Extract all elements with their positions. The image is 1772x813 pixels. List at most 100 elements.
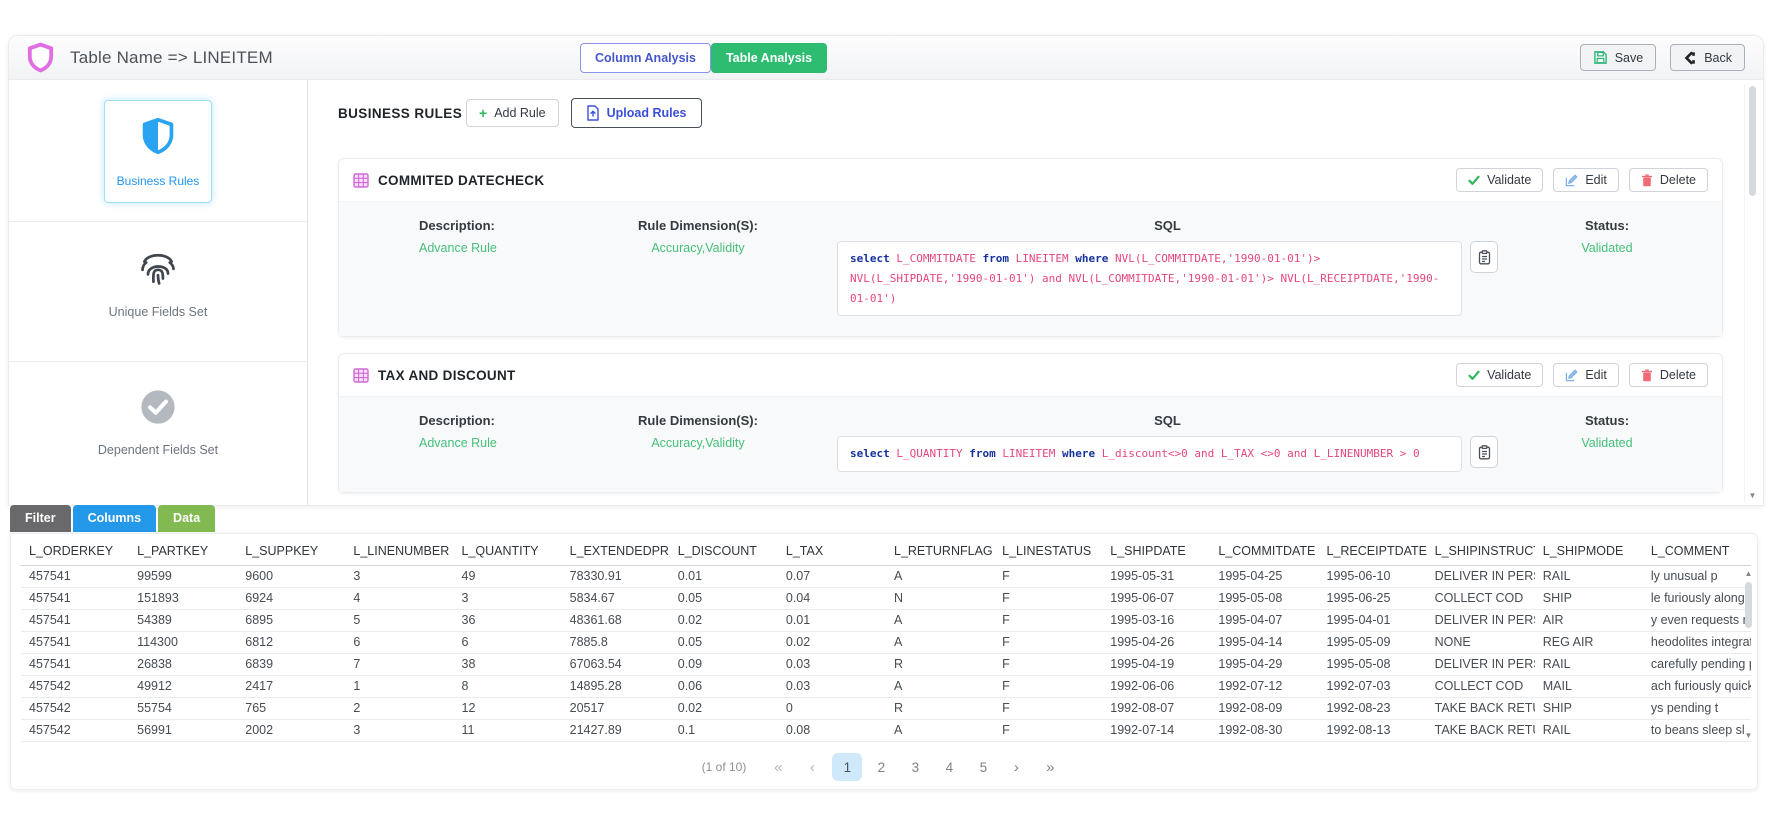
table-cell: 1992-06-06 — [1102, 675, 1211, 698]
table-cell: NONE — [1426, 631, 1535, 654]
pagination-summary: (1 of 10) — [701, 760, 747, 774]
rules-toolbar: BUSINESS RULES + Add Rule Upload Rules — [338, 98, 1723, 128]
sidebar-item-dependent-fields-set[interactable]: Dependent Fields Set — [9, 362, 307, 481]
copy-sql-button[interactable] — [1470, 436, 1498, 469]
tab-columns[interactable]: Columns — [72, 505, 157, 532]
sql-label: SQL — [1154, 413, 1181, 429]
table-row[interactable]: 457542 56991 2002 3 11 21427.89 0.1 0.08 A F 1992-… — [21, 719, 1751, 742]
add-rule-button[interactable]: + Add Rule — [466, 99, 559, 127]
sidebar-item-unique-fields-set[interactable]: Unique Fields Set — [9, 222, 307, 343]
column-header[interactable]: L_SUPPKEY — [237, 538, 346, 566]
rule-actions: Validate Edit — [1456, 363, 1708, 388]
prev-page-button[interactable]: ‹ — [809, 758, 817, 776]
tab-filter[interactable]: Filter — [10, 505, 71, 532]
edit-button[interactable]: Edit — [1553, 363, 1619, 388]
table-row[interactable]: 457541 26838 6839 7 38 67063.54 0.09 0.03 R F 1995… — [21, 653, 1751, 676]
table-row[interactable]: 457542 49912 2417 1 8 14895.28 0.06 0.03 A F 1992-… — [21, 675, 1751, 698]
table-cell: COLLECT COD — [1426, 587, 1535, 610]
table-cell: A — [886, 719, 995, 742]
table-cell: 14895.28 — [561, 675, 670, 698]
scroll-down-icon[interactable]: ▼ — [1744, 730, 1753, 740]
main-panel: Table Name => LINEITEM Column Analysis T… — [8, 35, 1764, 506]
upload-rules-button[interactable]: Upload Rules — [570, 98, 702, 128]
scrollbar-thumb[interactable] — [1745, 582, 1752, 628]
sql-token: LINEITEM — [995, 447, 1062, 461]
column-header[interactable]: L_ORDERKEY — [21, 538, 130, 566]
table-cell: 0.04 — [777, 587, 886, 610]
data-table-viewport: L_ORDERKEY L_PARTKEY L_SUPPKEY L_LINENUMBER… — [11, 534, 1757, 744]
column-header[interactable]: L_SHIPDATE — [1102, 538, 1211, 566]
validate-button[interactable]: Validate — [1456, 168, 1544, 192]
edit-button[interactable]: Edit — [1553, 168, 1619, 192]
column-header[interactable]: L_LINESTATUS — [994, 538, 1103, 566]
next-page-button[interactable]: › — [1013, 758, 1021, 776]
status-label: Status: — [1584, 218, 1630, 233]
column-header[interactable]: L_COMMITDATE — [1210, 538, 1319, 566]
sql-token: NVL(L_COMMITDATE,'1990-01-01')> NVL(L_SH… — [850, 252, 1440, 305]
column-header[interactable]: L_SHIPINSTRUCT — [1426, 538, 1535, 566]
column-header[interactable]: L_QUANTITY — [453, 538, 562, 566]
table-cell: 1995-06-07 — [1102, 587, 1211, 610]
back-button[interactable]: Back — [1670, 44, 1745, 71]
table-row[interactable]: 457541 151893 6924 4 3 5834.67 0.05 0.04 N F 1995-… — [21, 587, 1751, 610]
edit-label: Edit — [1585, 173, 1607, 187]
table-row[interactable]: 457541 114300 6812 6 6 7885.8 0.05 0.02 A F 1995-0… — [21, 631, 1751, 654]
table-cell: A — [886, 565, 995, 588]
validate-button[interactable]: Validate — [1456, 363, 1544, 388]
rule-table-icon — [353, 172, 369, 188]
table-row[interactable]: 457541 54389 6895 5 36 48361.68 0.02 0.01 A F 1995… — [21, 609, 1751, 632]
section-title: BUSINESS RULES — [338, 105, 463, 121]
business-rules-card[interactable]: Business Rules — [104, 100, 212, 203]
table-cell: 5 — [345, 609, 454, 632]
scroll-down-icon[interactable]: ▼ — [1748, 490, 1757, 500]
delete-label: Delete — [1659, 173, 1696, 187]
table-cell: 0.02 — [669, 609, 778, 632]
first-page-button[interactable]: « — [774, 758, 785, 776]
column-header[interactable]: L_EXTENDEDPRICE — [561, 538, 670, 566]
sql-token: select — [850, 447, 890, 461]
save-button[interactable]: Save — [1579, 44, 1657, 71]
table-cell: 26838 — [129, 653, 238, 676]
table-cell: COLLECT COD — [1426, 675, 1535, 698]
column-header[interactable]: L_PARTKEY — [129, 538, 238, 566]
page-button-4[interactable]: 4 — [945, 759, 954, 775]
tab-table-analysis[interactable]: Table Analysis — [710, 42, 828, 73]
table-cell: 78330.91 — [561, 565, 670, 588]
last-page-button[interactable]: » — [1046, 758, 1057, 776]
page-button-1[interactable]: 1 — [832, 753, 863, 781]
column-header[interactable]: L_RECEIPTDATE — [1318, 538, 1427, 566]
table-cell: 6839 — [237, 653, 346, 676]
table-cell: 56991 — [129, 719, 238, 742]
table-cell: 1995-04-01 — [1318, 609, 1427, 632]
scroll-up-icon[interactable]: ▲ — [1744, 568, 1753, 578]
column-header[interactable]: L_SHIPMODE — [1534, 538, 1643, 566]
check-icon — [1468, 370, 1480, 381]
column-header[interactable]: L_COMMENT — [1642, 538, 1751, 566]
table-cell: SHIP — [1534, 587, 1643, 610]
table-row[interactable]: 457542 55754 765 2 12 20517 0.02 0 R F 1992-08-07 1… — [21, 697, 1751, 720]
copy-sql-button[interactable] — [1470, 241, 1498, 273]
table-scrollbar[interactable]: ▲ ▼ — [1741, 566, 1757, 744]
table-cell: F — [994, 719, 1103, 742]
table-cell: A — [886, 609, 995, 632]
rules-panel-scrollbar[interactable]: ▼ — [1744, 84, 1759, 502]
delete-button[interactable]: Delete — [1628, 363, 1708, 388]
delete-button[interactable]: Delete — [1628, 168, 1708, 192]
page-button-2[interactable]: 2 — [877, 759, 886, 775]
pencil-icon — [1565, 173, 1578, 187]
table-row[interactable]: 457541 99599 9600 3 49 78330.91 0.01 0.07 A F 1995… — [21, 565, 1751, 588]
page-button-3[interactable]: 3 — [911, 759, 920, 775]
tab-column-analysis[interactable]: Column Analysis — [580, 42, 711, 73]
sql-token: from — [982, 252, 1009, 265]
table-cell: 0 — [777, 697, 886, 720]
column-header[interactable]: L_LINENUMBER — [345, 538, 454, 566]
table-cell: 457541 — [21, 587, 130, 610]
page-button-5[interactable]: 5 — [979, 759, 988, 775]
column-header[interactable]: L_DISCOUNT — [669, 538, 778, 566]
dimension-value: Accuracy,Validity — [651, 241, 745, 255]
tab-data[interactable]: Data — [158, 505, 216, 532]
column-header[interactable]: L_TAX — [777, 538, 886, 566]
scrollbar-thumb[interactable] — [1749, 86, 1756, 196]
panel-body: Business Rules — [9, 80, 1763, 505]
column-header[interactable]: L_RETURNFLAG — [886, 538, 995, 566]
